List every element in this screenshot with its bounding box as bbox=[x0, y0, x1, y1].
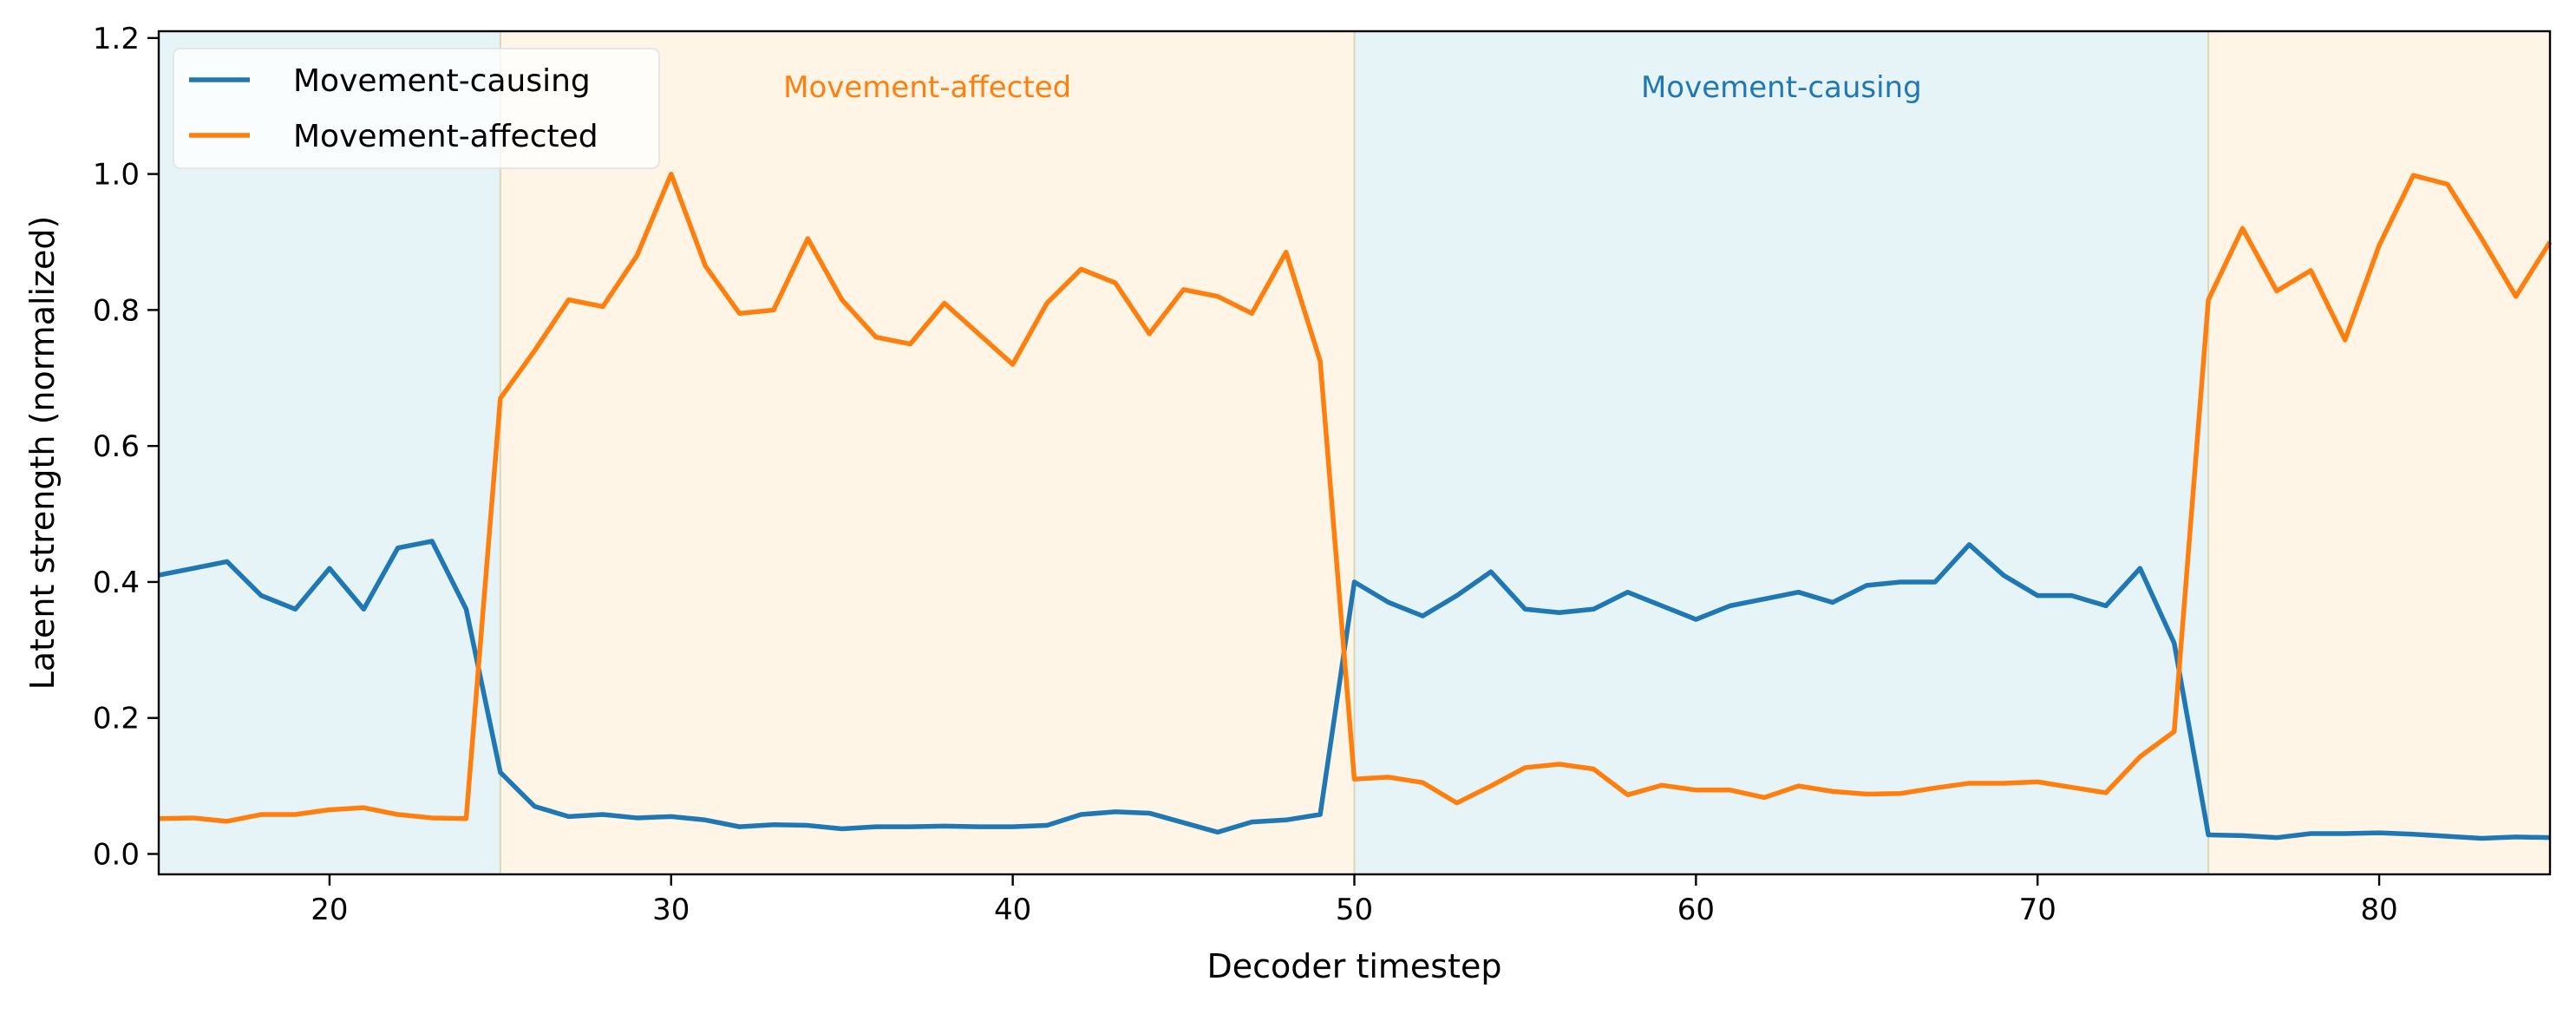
x-tick-label-70: 70 bbox=[2019, 893, 2056, 927]
region-label-affected: Movement-affected bbox=[783, 70, 1071, 105]
y-axis-ticks: 0.0 0.2 0.4 0.6 0.8 1.0 1.2 bbox=[93, 22, 159, 872]
x-tick-label-80: 80 bbox=[2360, 893, 2397, 927]
region-affected-1 bbox=[500, 31, 1355, 874]
y-tick-label-0.8: 0.8 bbox=[93, 293, 140, 328]
y-tick-label-1.0: 1.0 bbox=[93, 158, 140, 193]
x-tick-label-20: 20 bbox=[311, 893, 348, 927]
x-axis-label: Decoder timestep bbox=[1206, 947, 1501, 985]
x-tick-label-40: 40 bbox=[994, 893, 1031, 927]
x-tick-label-50: 50 bbox=[1336, 893, 1373, 927]
y-tick-label-1.2: 1.2 bbox=[93, 22, 140, 56]
legend-label-affected: Movement-affected bbox=[293, 119, 598, 154]
y-tick-label-0.6: 0.6 bbox=[93, 429, 140, 464]
region-label-causing: Movement-causing bbox=[1641, 70, 1922, 105]
legend-label-causing: Movement-causing bbox=[293, 63, 591, 99]
legend-box bbox=[173, 48, 660, 169]
legend: Movement-causing Movement-affected bbox=[173, 48, 660, 169]
y-tick-label-0.2: 0.2 bbox=[93, 702, 140, 736]
series-line-causing bbox=[158, 539, 2551, 841]
y-tick-label-0.4: 0.4 bbox=[93, 566, 140, 600]
region-causing-2 bbox=[1354, 31, 2209, 874]
y-tick-label-0.0: 0.0 bbox=[93, 837, 140, 872]
series-lines bbox=[158, 171, 2553, 841]
x-axis-ticks: 20 30 40 50 60 70 80 bbox=[311, 874, 2398, 927]
shaded-regions bbox=[159, 31, 2550, 874]
region-causing-0 bbox=[159, 31, 500, 874]
region-labels: Movement-affected Movement-causing bbox=[783, 70, 1922, 105]
x-tick-label-60: 60 bbox=[1677, 893, 1715, 927]
y-axis-label: Latent strength (normalized) bbox=[23, 216, 62, 690]
series-line-affected bbox=[158, 171, 2553, 824]
region-affected-3 bbox=[2208, 31, 2550, 874]
x-tick-label-30: 30 bbox=[652, 893, 690, 927]
